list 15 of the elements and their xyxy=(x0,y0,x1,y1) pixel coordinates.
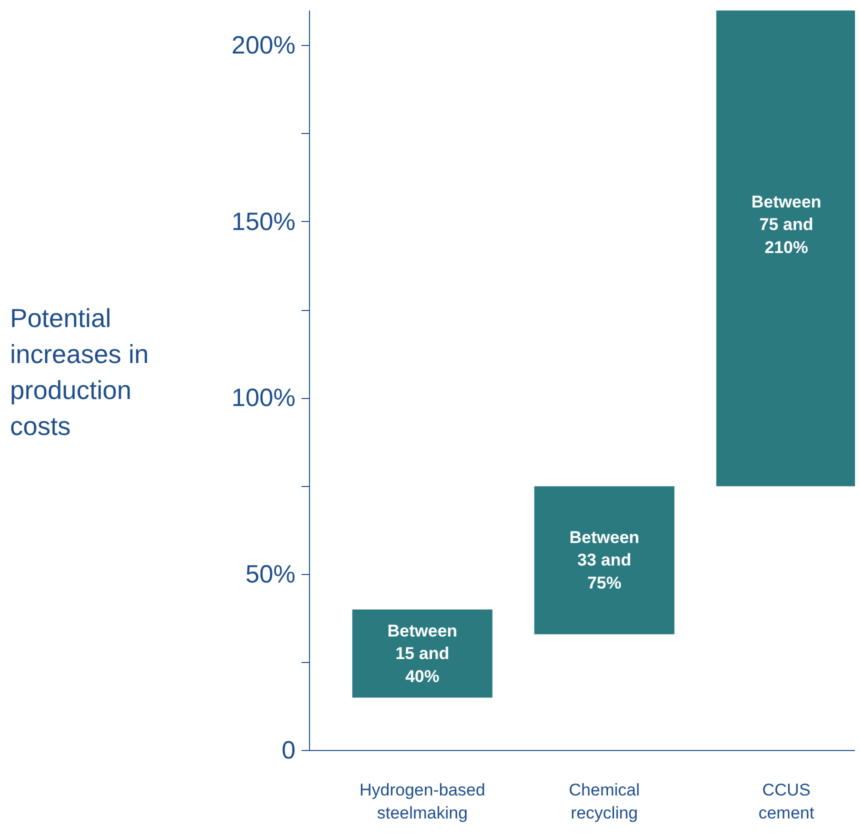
bar xyxy=(352,610,492,698)
x-tick-label: Hydrogen-based steelmaking xyxy=(359,780,486,822)
bar xyxy=(716,10,855,486)
annotation: Between 75 and 210% xyxy=(751,192,822,257)
y-tick-label: 150% xyxy=(232,208,296,236)
x-tick-label: Chemical recycling xyxy=(568,780,640,822)
annotation: Between 15 and 40% xyxy=(387,621,458,686)
x-tick-label: CCUS cement xyxy=(758,780,814,822)
y-tick-label: 50% xyxy=(245,560,296,588)
bar xyxy=(534,486,674,634)
y-tick-label: 0 xyxy=(282,736,296,764)
annotation: Between 33 and 75% xyxy=(569,528,640,593)
y-tick-label: 200% xyxy=(232,32,296,60)
y-tick-label: 100% xyxy=(232,384,296,412)
y-axis-title: Potential increases in production costs xyxy=(10,302,149,443)
